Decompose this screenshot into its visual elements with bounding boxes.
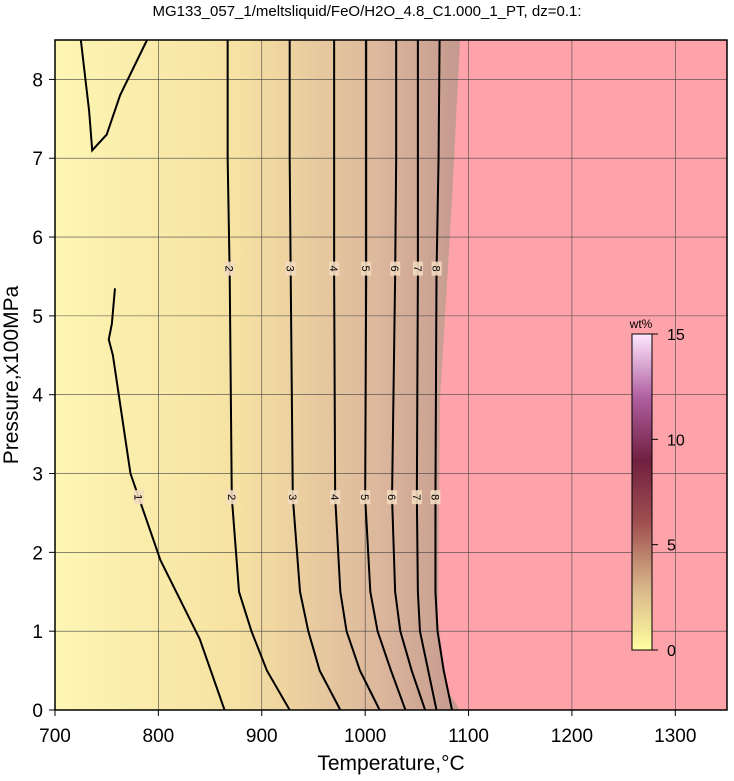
contour-line [415,40,438,711]
contour-label-bg [287,490,298,505]
colorbar-label: wt% [629,317,653,331]
contour-label-bg [360,490,371,505]
x-tick-label: 700 [39,726,71,747]
contour-label: 6 [385,494,397,500]
contour-label-bg [431,261,442,276]
colorbar-tick-label: 5 [667,538,676,555]
contour-label-bg [285,261,296,276]
y-tick-label: 5 [32,307,43,328]
contour-label-bg [390,261,401,276]
contour-label: 3 [284,266,296,272]
contour-label: 7 [410,494,422,500]
contour-label: 2 [225,494,237,500]
contour-label-bg [133,490,144,505]
contour-label: 7 [411,266,423,272]
x-tick-label: 1300 [654,726,696,747]
contour-label-bg [329,261,340,276]
x-tick-label: 900 [246,726,278,747]
contour-label: 1 [132,494,144,500]
contour-label-bg [412,261,423,276]
y-tick-label: 6 [32,228,43,249]
colorbar-tick-label: 15 [667,327,685,344]
y-tick-label: 4 [32,386,43,407]
y-tick-label: 7 [32,149,43,170]
x-tick-label: 1000 [344,726,386,747]
contour-label-bg [430,490,441,505]
contour-label: 5 [358,494,370,500]
plot-frame [54,39,728,711]
colorbar [631,333,653,651]
x-tick-label: 1100 [448,726,489,747]
y-axis-label: Pressure,x100MPa [0,285,23,464]
y-tick-label: 8 [32,70,43,91]
contour-line [226,40,291,711]
contour-label: 4 [327,266,339,272]
y-tick-label: 2 [32,543,43,564]
contour-label-bg [411,490,422,505]
contour-label-bg [361,261,372,276]
contour-label-bg [330,490,341,505]
contour-line [391,40,427,711]
colorbar-tick-label: 0 [667,643,676,660]
no-melt-region [438,40,727,710]
contour-label: 2 [223,266,235,272]
colorbar-tick-label: 10 [667,432,685,449]
contour-label: 8 [428,494,440,500]
contour-line [333,40,381,711]
y-tick-label: 0 [32,701,43,722]
contour-line [288,40,342,711]
contour-label: 4 [328,494,340,500]
contour-label: 3 [286,494,298,500]
contour-label-bg [224,261,235,276]
x-tick-label: 800 [143,726,175,747]
contour-label-bg [226,490,237,505]
chart-title: MG133_057_1/meltsliquid/FeO/H2O_4.8_C1.0… [152,3,581,20]
contour-label: 5 [359,266,371,272]
y-tick-label: 3 [32,465,43,486]
contour-label-bg [387,490,398,505]
y-tick-label: 1 [32,622,43,643]
contour-line [79,39,226,711]
x-tick-label: 1200 [551,726,593,747]
contour-line [434,39,453,711]
contour-label: 6 [388,266,400,272]
contour-label: 8 [430,266,442,272]
contour-line [364,40,407,711]
x-axis-label: Temperature,°C [317,752,464,775]
